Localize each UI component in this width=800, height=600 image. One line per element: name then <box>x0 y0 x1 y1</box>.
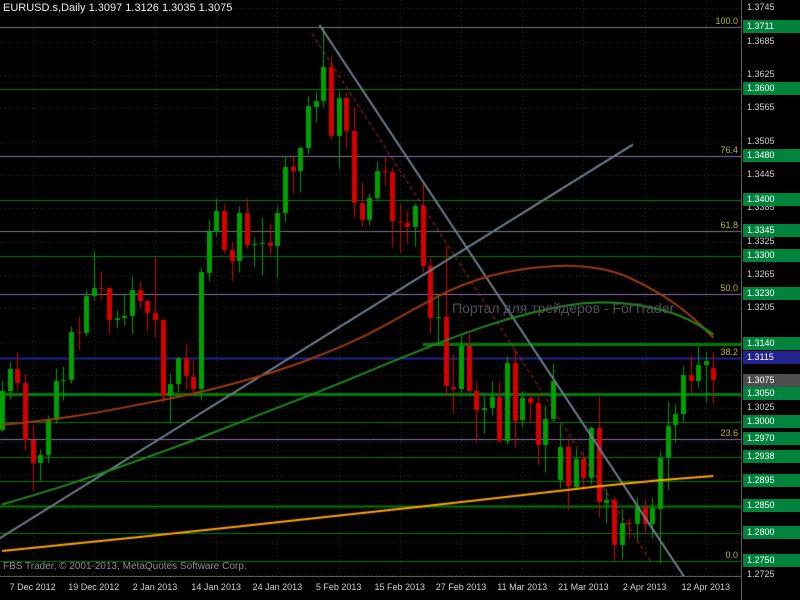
current-price-box: 1.3075 <box>743 373 800 387</box>
candlestick-chart-canvas[interactable] <box>0 0 741 576</box>
copyright-label: FBS Trader, © 2001-2013, MetaQuotes Soft… <box>3 561 247 572</box>
time-axis-label: 27 Feb 2013 <box>435 582 487 592</box>
price-axis-label: 1.3025 <box>747 402 775 413</box>
time-axis-label: 15 Feb 2013 <box>374 582 426 592</box>
price-axis-label: 1.3745 <box>747 2 775 13</box>
price-axis-label: 1.3625 <box>747 69 775 79</box>
price-level-box: 1.3480 <box>743 148 800 162</box>
price-axis-label: 1.3445 <box>747 169 775 179</box>
broker-watermark: Портал для трейдеров - ForTrader <box>452 300 675 316</box>
price-level-box: 1.3115 <box>743 351 800 365</box>
price-axis-label: 1.3205 <box>747 302 775 313</box>
time-axis-label: 12 Apr 2013 <box>681 582 731 592</box>
symbol-ohlc-label: EURUSD.s,Daily 1.3097 1.3126 1.3035 1.30… <box>3 2 233 14</box>
time-axis-label: 19 Dec 2012 <box>68 582 120 592</box>
time-axis-label: 11 Mar 2013 <box>497 582 548 592</box>
time-axis-label: 7 Dec 2012 <box>9 582 56 592</box>
time-axis-label: 24 Jan 2013 <box>252 582 303 592</box>
time-axis-label: 2 Apr 2013 <box>622 582 667 592</box>
time-axis-label: 21 Mar 2013 <box>558 582 609 592</box>
price-level-box: 1.2895 <box>743 473 800 487</box>
price-axis-label: 1.3385 <box>747 202 775 213</box>
price-level-box: 1.3600 <box>743 81 800 95</box>
price-level-box: 1.3230 <box>743 287 800 301</box>
price-level-box: 1.3400 <box>743 193 800 206</box>
price-level-box: 1.3711 <box>743 20 800 34</box>
price-axis[interactable]: 1.3745 1.3685 1.3625 1.3565 1.3505 1.3445 1.33… <box>741 0 800 600</box>
price-level-box: 1.2750 <box>743 554 800 568</box>
price-level-box: 1.2938 <box>743 449 800 463</box>
price-axis-label: 1.3505 <box>747 135 775 146</box>
price-level-box: 1.2970 <box>743 431 800 445</box>
price-level-box: 1.3000 <box>743 415 800 429</box>
price-axis-label: 1.2725 <box>747 569 775 579</box>
price-level-box: 1.2800 <box>743 526 800 540</box>
time-axis[interactable]: 7 Dec 2012 19 Dec 2012 2 Jan 2013 14 Jan 20… <box>0 576 741 600</box>
price-level-box: 1.3345 <box>743 223 800 237</box>
time-axis-label: 2 Jan 2013 <box>132 582 178 592</box>
price-level-box: 1.3300 <box>743 248 800 262</box>
chart-plot-area[interactable]: EURUSD.s,Daily 1.3097 1.3126 1.3035 1.30… <box>0 0 741 576</box>
price-axis-label: 1.3565 <box>747 102 775 113</box>
price-axis-label: 1.3325 <box>747 235 775 246</box>
price-level-box: 1.3050 <box>743 387 800 401</box>
price-axis-label: 1.3685 <box>747 35 775 46</box>
time-axis-label: 14 Jan 2013 <box>191 582 241 592</box>
price-level-box: 1.3140 <box>743 337 800 351</box>
time-axis-label: 5 Feb 2013 <box>315 582 362 592</box>
price-level-box: 1.2850 <box>743 498 800 512</box>
price-axis-label: 1.3265 <box>747 269 775 279</box>
